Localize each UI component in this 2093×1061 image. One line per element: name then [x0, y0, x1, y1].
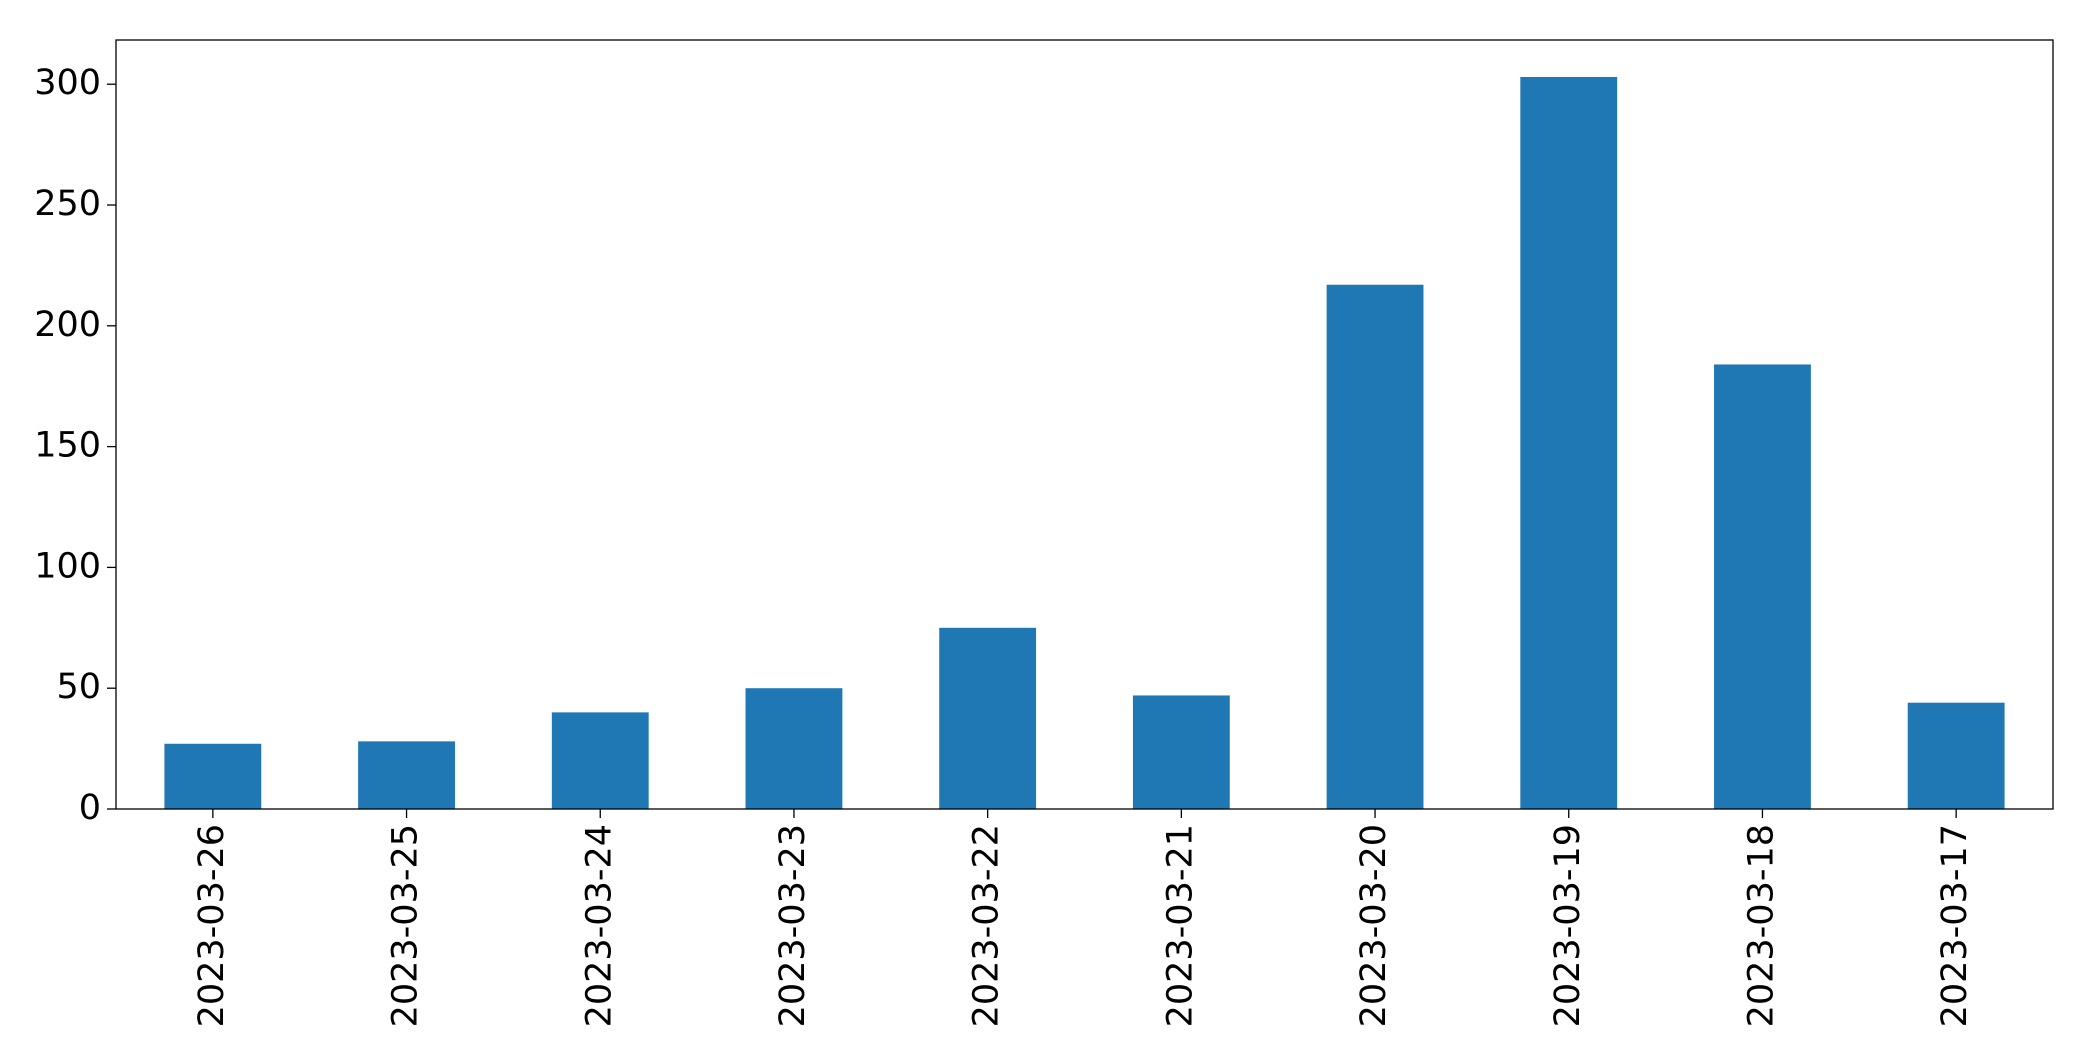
y-tick-label: 250	[34, 184, 101, 224]
x-tick-label: 2023-03-19	[1548, 824, 1588, 1027]
y-tick-label: 100	[34, 546, 101, 586]
bar	[1326, 284, 1424, 810]
y-tick-label: 200	[34, 305, 101, 345]
plot-frame	[115, 39, 2054, 810]
x-tick-label: 2023-03-25	[386, 824, 426, 1027]
x-tick-label: 2023-03-26	[192, 824, 232, 1027]
bar	[1714, 364, 1811, 809]
bar	[1907, 702, 2005, 809]
x-tick-label: 2023-03-20	[1354, 824, 1394, 1027]
x-tick-label: 2023-03-24	[579, 824, 619, 1027]
x-tick-label: 2023-03-18	[1741, 824, 1781, 1027]
x-tick-label: 2023-03-22	[967, 824, 1007, 1027]
bar	[1132, 695, 1230, 809]
bar	[358, 741, 455, 809]
y-tick-label: 0	[79, 788, 101, 828]
y-tick-label: 50	[56, 667, 101, 707]
x-tick-label: 2023-03-21	[1160, 824, 1200, 1027]
y-tick-label: 150	[34, 426, 101, 466]
bar	[551, 712, 649, 809]
bar	[745, 688, 843, 809]
x-tick-label: 2023-03-17	[1935, 824, 1975, 1027]
bar	[164, 743, 262, 809]
bar	[1520, 76, 1618, 810]
bar	[939, 627, 1037, 809]
x-tick-label: 2023-03-23	[773, 824, 813, 1027]
y-tick-label: 300	[34, 63, 101, 103]
